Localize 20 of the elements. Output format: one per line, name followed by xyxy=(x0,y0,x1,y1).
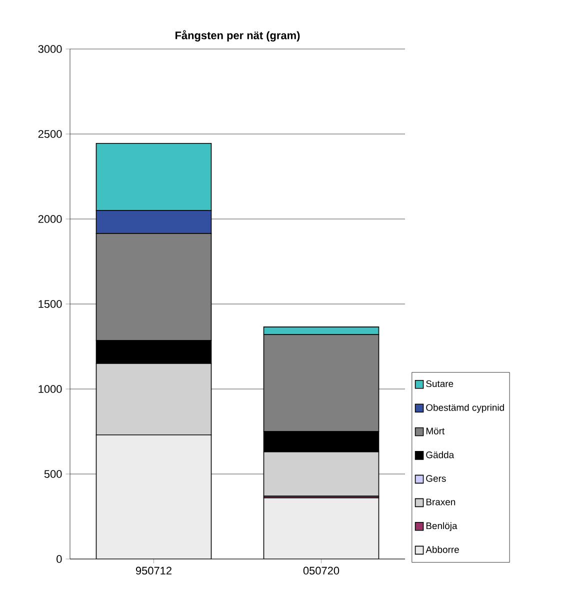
legend-label: Mört xyxy=(426,428,445,434)
y-tick-label: 2000 xyxy=(38,215,62,223)
x-tick-label: 950712 xyxy=(136,566,172,575)
y-tick-label: 500 xyxy=(44,470,62,478)
y-tick-label: 3000 xyxy=(38,45,62,53)
y-tick-label: 1000 xyxy=(38,385,62,393)
x-tick-label: 050720 xyxy=(303,566,340,575)
legend-label: Obestämd cyprinid xyxy=(426,404,504,413)
legend-label: Abborre xyxy=(426,546,459,553)
legend-label: Sutare xyxy=(426,380,454,388)
y-tick-label: 0 xyxy=(56,555,62,563)
legend-label: Gers xyxy=(426,475,446,482)
legend-label: Gädda xyxy=(426,451,454,458)
y-tick-label: 1500 xyxy=(38,300,62,308)
legend-label: Benlöja xyxy=(426,522,458,532)
bar xyxy=(96,434,212,559)
legend-label: Braxen xyxy=(426,498,456,506)
y-tick-label: 2500 xyxy=(38,130,62,138)
bar xyxy=(263,497,380,559)
chart-title: Fångsten per nät (gram) xyxy=(176,30,300,42)
